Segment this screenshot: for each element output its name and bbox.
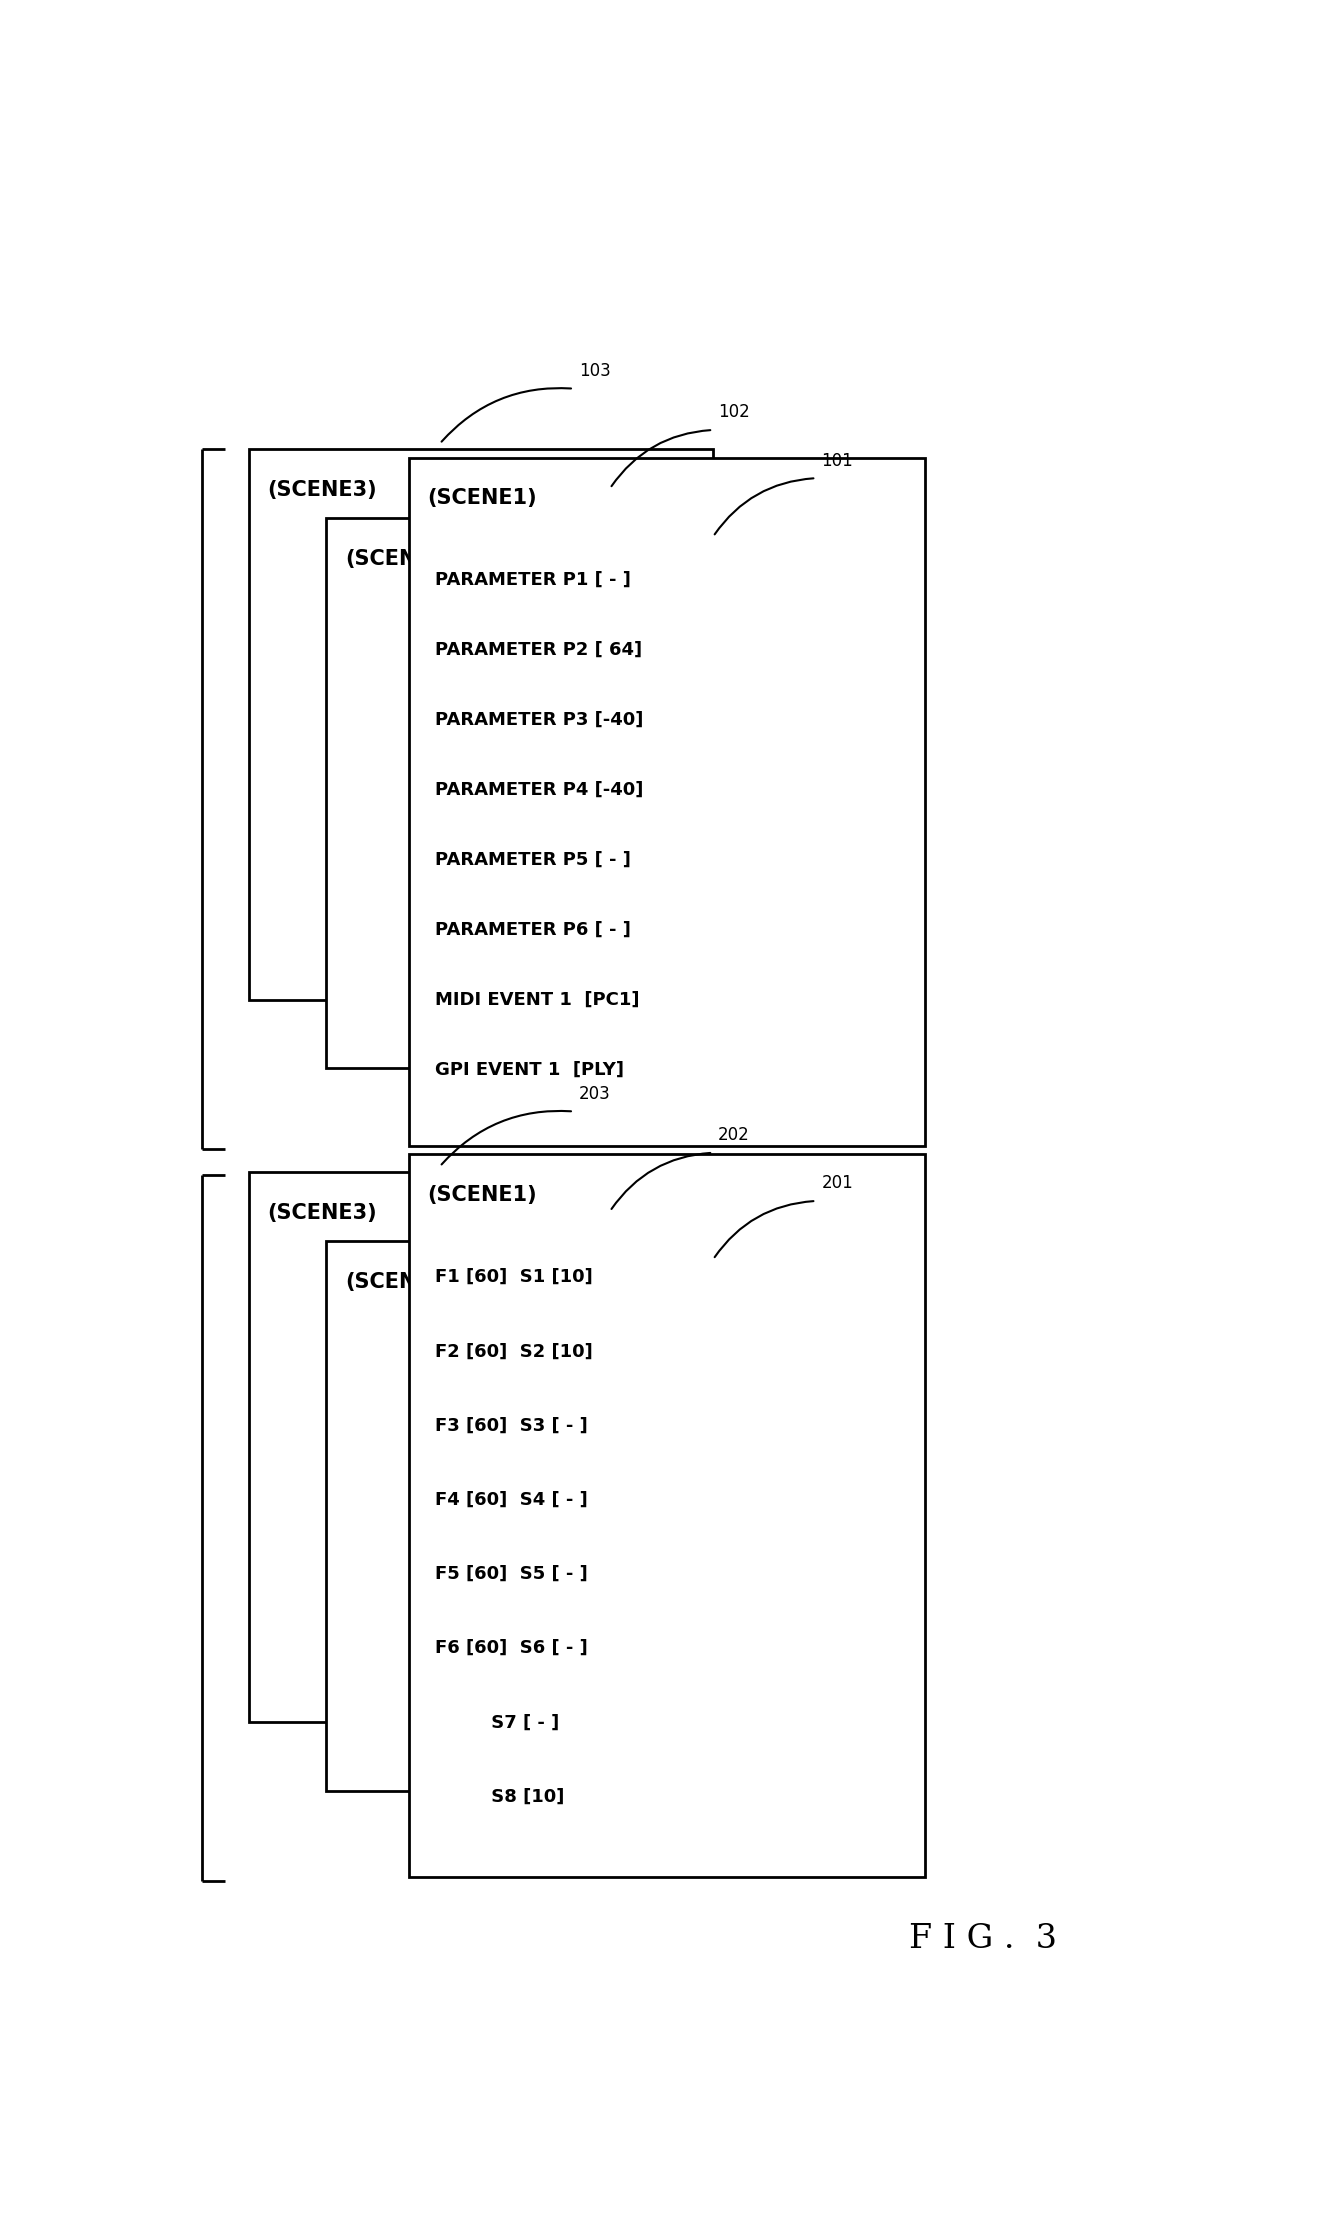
Bar: [409, 458, 925, 1147]
Bar: [326, 1240, 791, 1790]
Text: 103: 103: [579, 362, 611, 380]
Text: F3 [60]  S3 [ - ]: F3 [60] S3 [ - ]: [434, 1417, 587, 1435]
Text: GPI EVENT 1  [PLY]: GPI EVENT 1 [PLY]: [434, 1059, 623, 1080]
Text: PARAMETER P1 [ - ]: PARAMETER P1 [ - ]: [434, 572, 631, 590]
Text: F I G .  3: F I G . 3: [909, 1922, 1057, 1956]
Text: F2 [60]  S2 [10]: F2 [60] S2 [10]: [434, 1343, 592, 1361]
Text: (SCENE1): (SCENE1): [427, 489, 536, 510]
Text: PARAMETER P3 [-40]: PARAMETER P3 [-40]: [434, 711, 643, 729]
Text: F6 [60]  S6 [ - ]: F6 [60] S6 [ - ]: [434, 1638, 587, 1656]
Text: 201: 201: [821, 1173, 853, 1191]
Text: PARAMETER P2 [ 64]: PARAMETER P2 [ 64]: [434, 641, 642, 659]
Text: MIDI EVENT 1  [PC1]: MIDI EVENT 1 [PC1]: [434, 990, 639, 1008]
Text: (SCENE1): (SCENE1): [427, 1185, 536, 1205]
Bar: [249, 449, 713, 999]
Bar: [326, 519, 791, 1068]
Text: S7 [ - ]: S7 [ - ]: [434, 1714, 559, 1732]
Bar: [409, 1155, 925, 1877]
Text: 203: 203: [579, 1084, 611, 1102]
Text: F1 [60]  S1 [10]: F1 [60] S1 [10]: [434, 1267, 592, 1285]
Text: S8 [10]: S8 [10]: [434, 1788, 564, 1806]
Bar: [249, 1171, 713, 1723]
Text: (SCENE2): (SCENE2): [345, 550, 454, 568]
Text: F5 [60]  S5 [ - ]: F5 [60] S5 [ - ]: [434, 1564, 587, 1582]
Text: PARAMETER P4 [-40]: PARAMETER P4 [-40]: [434, 780, 643, 798]
Text: (SCENE3): (SCENE3): [268, 481, 377, 501]
Text: 202: 202: [719, 1126, 749, 1144]
Text: 101: 101: [821, 451, 853, 469]
Text: F4 [60]  S4 [ - ]: F4 [60] S4 [ - ]: [434, 1491, 587, 1509]
Text: (SCENE3): (SCENE3): [268, 1202, 377, 1223]
Text: (SCENE2): (SCENE2): [345, 1272, 454, 1292]
Text: 102: 102: [719, 402, 749, 422]
Text: PARAMETER P5 [ - ]: PARAMETER P5 [ - ]: [434, 852, 631, 869]
Text: PARAMETER P6 [ - ]: PARAMETER P6 [ - ]: [434, 921, 631, 939]
